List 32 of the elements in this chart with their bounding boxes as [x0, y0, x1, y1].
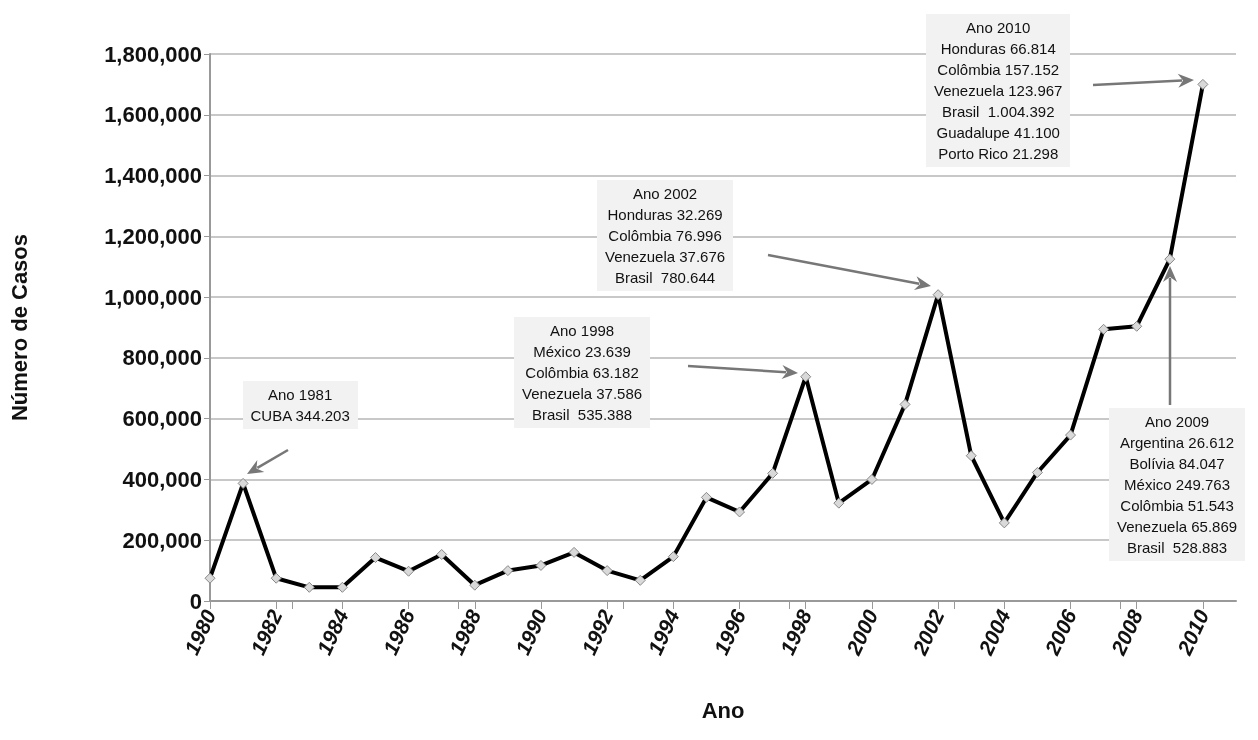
y-tick-label: 1,200,000 — [104, 223, 202, 249]
x-tick-label: 1998 — [775, 605, 817, 659]
x-tick-label: 1992 — [576, 605, 618, 659]
annotation: Ano 2002 Honduras 32.269 Colômbia 76.996 Venezuela 37.676 Brasil 780.644 — [597, 179, 734, 291]
y-tick-label: 0 — [189, 588, 202, 614]
x-tick-label: 1988 — [444, 605, 486, 659]
y-tick-label: 1,400,000 — [104, 163, 202, 189]
x-tick-label: 2006 — [1039, 605, 1082, 660]
x-tick-label: 1994 — [643, 605, 684, 659]
x-tick-label: 1990 — [510, 605, 552, 659]
annotation: Ano 1981 CUBA 344.203 — [242, 381, 358, 429]
y-tick-label: 1,800,000 — [104, 41, 202, 67]
annotation: Ano 1998 México 23.639 Colômbia 63.182 Venezuela 37.586 Brasil 535.388 — [514, 316, 651, 428]
y-tick-label: 1,000,000 — [104, 284, 202, 310]
x-tick-label: 2004 — [973, 605, 1015, 660]
annotation: Ano 2009 Argentina 26.612 Bolívia 84.047 México 249.763 Colômbia 51.543 Venezuela 65.869 Brasil 528.883 — [1109, 407, 1246, 561]
x-tick-label: 2010 — [1172, 605, 1214, 660]
x-tick-label: 1996 — [709, 605, 751, 659]
x-tick-label: 1986 — [378, 605, 420, 659]
x-tick-label: 2002 — [907, 605, 949, 660]
annotation: Ano 2010 Honduras 66.814 Colômbia 157.152 Venezuela 123.967 Brasil 1.004.392 Guadalupe 41.100 Porto Rico 21.298 — [926, 13, 1071, 167]
y-tick-label: 800,000 — [122, 345, 202, 371]
x-axis-title: Ano — [701, 697, 745, 723]
y-axis-title: Número de Casos — [6, 233, 32, 422]
x-tick-label: 1984 — [312, 605, 353, 659]
y-tick-label: 1,600,000 — [104, 102, 202, 128]
y-tick-label: 200,000 — [122, 527, 202, 553]
y-tick-label: 600,000 — [122, 406, 202, 432]
x-tick-label: 1982 — [246, 605, 287, 659]
x-tick-label: 2000 — [841, 605, 883, 660]
y-tick-label: 400,000 — [122, 466, 202, 492]
x-tick-label: 2008 — [1106, 605, 1148, 660]
